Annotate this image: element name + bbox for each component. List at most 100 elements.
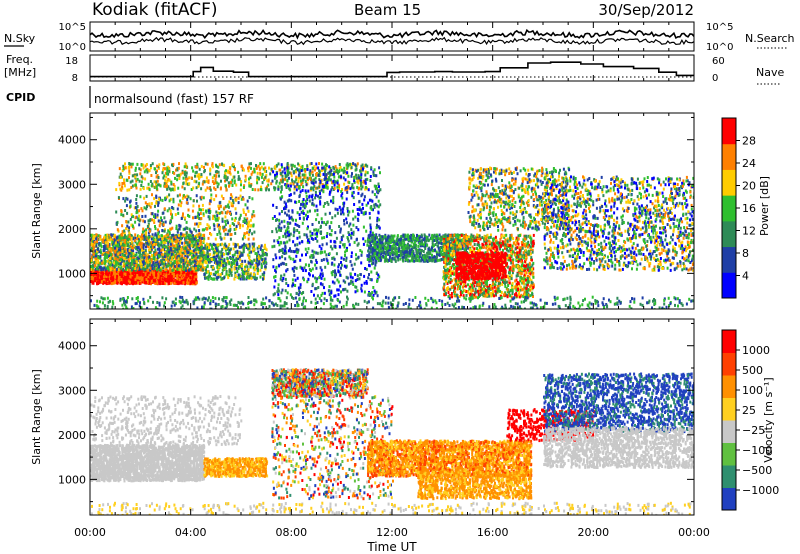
range-cell — [295, 170, 297, 174]
range-cell — [136, 173, 139, 177]
range-cell — [187, 251, 190, 255]
range-cell — [168, 230, 171, 234]
range-cell — [204, 188, 207, 192]
range-cell — [185, 240, 187, 244]
range-cell — [136, 234, 139, 238]
range-cell — [136, 279, 138, 283]
range-cell — [126, 224, 129, 228]
range-cell — [114, 275, 117, 278]
range-cell — [107, 259, 110, 263]
range-cell — [157, 201, 160, 205]
range-cell — [257, 164, 260, 168]
range-cell — [190, 281, 193, 285]
range-cell — [151, 162, 154, 166]
range-cell — [135, 194, 138, 198]
range-cell — [114, 236, 117, 240]
range-cell — [207, 275, 210, 279]
range-cell — [201, 182, 204, 186]
range-cell — [343, 170, 346, 173]
range-cell — [126, 188, 129, 192]
range-cell — [185, 236, 188, 240]
range-cell — [99, 237, 102, 241]
range-cell — [186, 261, 189, 265]
range-cell — [281, 174, 284, 178]
range-cell — [244, 265, 247, 269]
range-cell — [109, 238, 112, 242]
range-cell — [115, 210, 118, 214]
range-cell — [252, 210, 255, 214]
range-cell — [179, 232, 182, 236]
range-cell — [205, 261, 208, 265]
range-cell — [150, 241, 153, 245]
range-cell — [98, 241, 101, 245]
range-cell — [235, 224, 238, 228]
range-cell — [157, 166, 160, 170]
range-cell — [337, 171, 339, 175]
range-cell — [255, 164, 257, 167]
range-cell — [149, 268, 152, 272]
range-cell — [198, 167, 201, 171]
range-cell — [267, 179, 270, 183]
range-cell — [364, 163, 367, 167]
range-cell — [270, 167, 273, 171]
range-cell — [99, 278, 101, 282]
range-cell — [186, 272, 189, 276]
range-cell — [326, 259, 329, 263]
range-cell — [138, 223, 141, 227]
range-cell — [136, 242, 139, 246]
range-cell — [315, 166, 318, 170]
range-cell — [306, 250, 309, 254]
range-cell — [150, 235, 153, 239]
range-cell — [220, 194, 223, 198]
range-cell — [340, 266, 342, 270]
range-cell — [303, 266, 306, 270]
range-cell — [260, 188, 263, 192]
range-cell — [168, 187, 171, 191]
range-cell — [212, 272, 215, 276]
range-cell — [165, 257, 167, 261]
range-cell — [248, 256, 251, 260]
range-cell — [125, 264, 128, 268]
range-cell — [147, 275, 150, 279]
range-cell — [164, 252, 167, 256]
range-cell — [259, 275, 262, 279]
range-cell — [177, 211, 180, 215]
range-cell — [114, 257, 117, 261]
range-cell — [244, 235, 247, 239]
range-cell — [190, 188, 193, 191]
range-cell — [131, 259, 133, 263]
range-cell — [337, 175, 340, 179]
range-cell — [257, 269, 259, 273]
range-cell — [233, 267, 236, 271]
range-cell — [213, 182, 215, 185]
range-cell — [154, 227, 157, 231]
range-cell — [117, 239, 120, 243]
range-cell — [155, 182, 157, 186]
range-cell — [127, 279, 130, 283]
range-cell — [253, 258, 256, 262]
range-cell — [256, 246, 259, 250]
range-cell — [128, 162, 131, 165]
range-cell — [185, 171, 188, 175]
range-cell — [156, 281, 159, 285]
range-cell — [143, 170, 146, 174]
range-cell — [135, 253, 138, 257]
range-cell — [298, 289, 301, 293]
range-cell — [150, 202, 153, 206]
range-cell — [114, 246, 116, 250]
range-cell — [106, 236, 109, 240]
power-heatmap — [90, 162, 694, 309]
range-cell — [131, 225, 134, 228]
range-cell — [151, 270, 154, 274]
range-cell — [195, 229, 198, 233]
range-cell — [107, 233, 110, 237]
range-cell — [169, 227, 172, 231]
range-cell — [164, 171, 167, 175]
range-cell — [181, 241, 184, 245]
range-cell — [119, 236, 122, 239]
range-cell — [216, 217, 219, 221]
range-cell — [106, 247, 109, 251]
range-cell — [143, 206, 146, 210]
range-cell — [123, 231, 126, 235]
range-cell — [191, 277, 194, 281]
